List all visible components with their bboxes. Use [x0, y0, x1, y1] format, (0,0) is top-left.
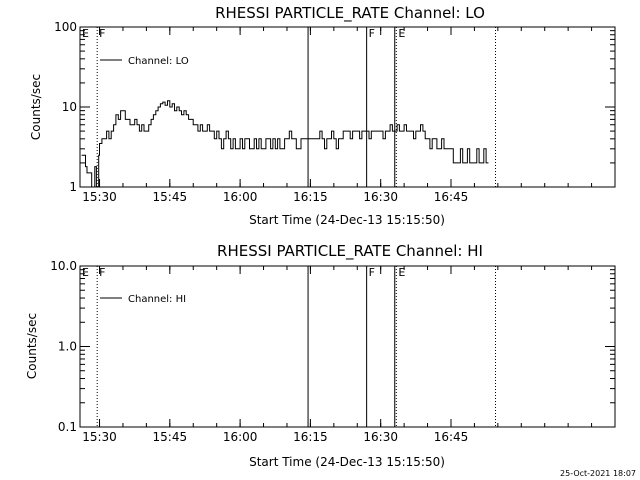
y-tick-label: 10 [62, 100, 77, 114]
panel-lo: RHESSI PARTICLE_RATE Channel: LO Counts/… [29, 4, 616, 227]
x-tick-label: 16:30 [363, 430, 398, 444]
y-tick-label: 1.0 [58, 340, 77, 354]
event-flag: F [99, 27, 105, 40]
x-tick-label: 16:30 [363, 190, 398, 204]
left-flag-lo: E [82, 27, 89, 40]
plot-frame-hi [79, 265, 616, 428]
y-tick-label: 1 [69, 180, 77, 194]
y-axis-label-hi: Counts/sec [25, 313, 39, 379]
x-axis-label-hi: Start Time (24-Dec-13 15:15:50) [249, 455, 445, 469]
generation-timestamp: 25-Oct-2021 18:07 [560, 469, 636, 478]
x-axis-label-lo: Start Time (24-Dec-13 15:15:50) [249, 213, 445, 227]
x-tick-label: 15:45 [153, 430, 188, 444]
chart-title-hi: RHESSI PARTICLE_RATE Channel: HI [217, 242, 483, 261]
event-flag: E [398, 27, 405, 40]
y-tick-label: 100 [54, 20, 77, 34]
axis-ticks-lo: 15:30 15:45 16:00 16:15 16:30 16:45 1 10 100 [54, 20, 616, 204]
x-tick-label: 16:00 [223, 430, 258, 444]
legend-label-hi: Channel: HI [128, 294, 186, 305]
event-flag: F [99, 266, 105, 279]
series-lo [81, 100, 489, 188]
chart-title-lo: RHESSI PARTICLE_RATE Channel: LO [215, 4, 485, 23]
left-flag-hi: E [82, 266, 89, 279]
x-tick-label: 15:30 [82, 190, 117, 204]
event-flag: F [369, 266, 375, 279]
x-tick-label: 15:30 [82, 430, 117, 444]
event-flag: F [369, 27, 375, 40]
x-tick-label: 16:00 [223, 190, 258, 204]
x-tick-label: 16:15 [293, 190, 328, 204]
series-line [81, 100, 489, 188]
y-tick-label: 10.0 [50, 259, 77, 273]
event-flag: E [398, 266, 405, 279]
y-axis-label-lo: Counts/sec [29, 74, 43, 140]
x-tick-label: 16:45 [434, 190, 469, 204]
y-tick-label: 0.1 [58, 420, 77, 434]
x-tick-label: 16:45 [434, 430, 469, 444]
x-tick-label: 15:45 [153, 190, 188, 204]
x-tick-label: 16:15 [293, 430, 328, 444]
legend-label-lo: Channel: LO [128, 56, 189, 67]
axis-ticks-hi: 15:30 15:45 16:00 16:15 16:30 16:45 0.1 1.0 10.0 [50, 259, 616, 444]
panel-hi: RHESSI PARTICLE_RATE Channel: HI Counts/… [25, 242, 616, 469]
